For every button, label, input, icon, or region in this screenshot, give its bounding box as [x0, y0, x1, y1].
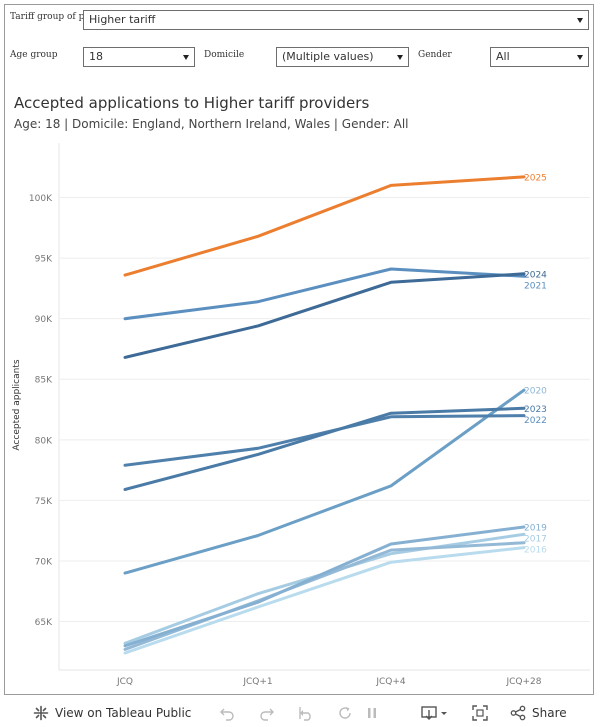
end-label-2023: 2023	[524, 405, 547, 415]
series-line-2022[interactable]	[123, 414, 526, 467]
undo-button[interactable]	[219, 699, 235, 727]
series-line-2020[interactable]	[123, 388, 526, 575]
age-filter-select[interactable]: 18	[83, 47, 195, 67]
tariff-filter-value: Higher tariff	[89, 13, 156, 26]
chart-subtitle: Age: 18 | Domicile: England, Northern Ir…	[14, 117, 409, 131]
end-label-2021: 2021	[524, 281, 547, 291]
series-line-2024[interactable]	[123, 272, 526, 359]
view-on-tableau-public-label: View on Tableau Public	[55, 706, 192, 720]
share-button[interactable]: Share	[510, 699, 567, 727]
domicile-filter-label: Domicile	[204, 50, 245, 60]
x-tick-label: JCQ+4	[375, 677, 406, 687]
series-line-2023[interactable]	[123, 406, 526, 491]
chevron-down-icon	[397, 55, 403, 60]
y-tick-label: 75K	[35, 497, 53, 507]
end-label-2022: 2022	[524, 416, 547, 426]
domicile-filter-select[interactable]: (Multiple values)	[276, 47, 409, 67]
redo-button[interactable]	[259, 699, 275, 727]
series-line-2021[interactable]	[123, 267, 526, 321]
x-tick-label: JCQ+28	[505, 677, 541, 687]
refresh-icon	[337, 705, 353, 721]
y-tick-label: 80K	[35, 436, 53, 446]
end-label-2016: 2016	[524, 546, 547, 556]
y-axis-label: Accepted applicants	[12, 359, 22, 450]
chart-title: Accepted applications to Higher tariff p…	[14, 94, 370, 112]
series-line-2019[interactable]	[123, 525, 526, 648]
end-label-2024: 2024	[524, 270, 547, 280]
y-tick-label: 100K	[29, 194, 53, 204]
y-tick-label: 95K	[35, 255, 53, 265]
age-filter-value: 18	[89, 50, 103, 63]
y-tick-label: 90K	[35, 315, 53, 325]
gender-filter-select[interactable]: All	[490, 47, 589, 67]
tableau-toolbar: View on Tableau Public	[0, 699, 600, 727]
share-label: Share	[532, 706, 567, 720]
fullscreen-icon	[472, 705, 488, 721]
undo-icon	[219, 705, 235, 721]
fullscreen-button[interactable]	[472, 699, 488, 727]
revert-button[interactable]	[298, 699, 314, 727]
domicile-filter-value: (Multiple values)	[282, 50, 374, 63]
chevron-down-icon	[577, 55, 583, 60]
revert-icon	[298, 705, 314, 721]
end-label-2017: 2017	[524, 535, 547, 545]
view-on-tableau-public-link[interactable]: View on Tableau Public	[33, 699, 191, 727]
x-tick-label: JCQ+1	[242, 677, 272, 687]
series-line-2016[interactable]	[123, 546, 526, 655]
end-label-2019: 2019	[524, 524, 547, 534]
redo-icon	[259, 705, 275, 721]
download-icon	[421, 705, 449, 721]
x-tick-labels: JCQ JCQ+1 JCQ+4 JCQ+28	[116, 677, 542, 687]
gender-filter-label: Gender	[418, 50, 452, 60]
tariff-filter-select[interactable]: Higher tariff	[83, 10, 589, 30]
download-button[interactable]	[421, 699, 449, 727]
pause-button[interactable]	[364, 699, 380, 727]
grid-lines	[59, 197, 590, 623]
chevron-down-icon	[577, 18, 583, 23]
y-tick-label: 65K	[35, 618, 53, 628]
share-icon	[510, 705, 526, 721]
series-lines	[123, 175, 526, 655]
y-tick-label: 85K	[35, 376, 53, 386]
chevron-down-icon	[183, 55, 189, 60]
y-tick-label: 70K	[35, 557, 53, 567]
y-tick-labels: 65K 70K 75K 80K 85K 90K 95K 100K	[29, 194, 53, 628]
pause-icon	[364, 705, 380, 721]
tableau-logo-icon	[33, 705, 49, 721]
gender-filter-value: All	[496, 50, 510, 63]
tariff-filter-label: Tariff group of p...	[10, 12, 93, 22]
refresh-button[interactable]	[337, 699, 353, 727]
x-tick-label: JCQ	[116, 677, 133, 687]
end-label-2025: 2025	[524, 173, 547, 183]
end-label-2020: 2020	[524, 387, 547, 397]
series-line-2025[interactable]	[123, 175, 526, 277]
age-filter-label: Age group	[10, 50, 58, 60]
